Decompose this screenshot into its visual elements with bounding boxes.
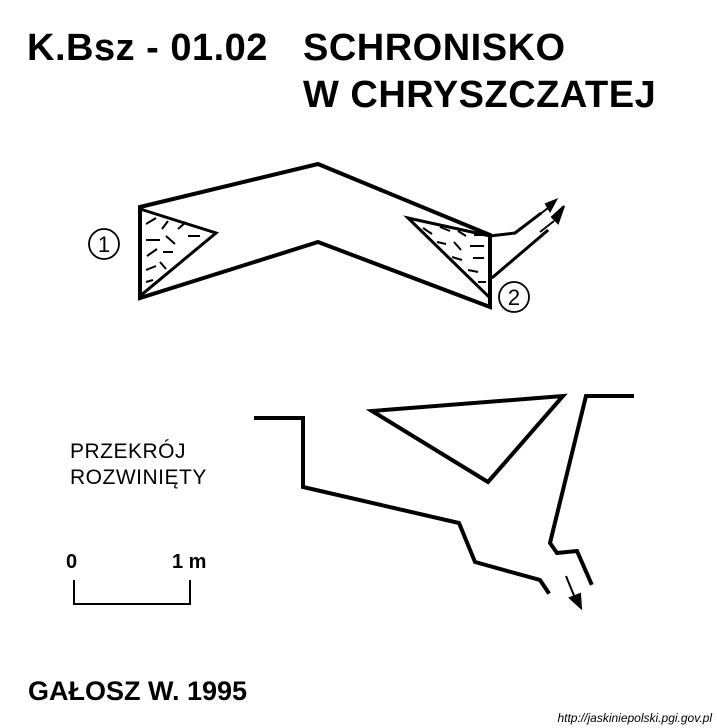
entrance-2-number: 2 [508,285,520,310]
section-label-line2: ROZWINIĘTY [70,466,207,489]
cave-name-line2: W CHRYSZCZATEJ [303,74,657,116]
scale-end-label: 1 m [172,551,207,573]
exit-arrow-plan [534,198,565,233]
entrance-2-fill [403,215,492,302]
cave-name-line1: SCHRONISKO [303,27,566,69]
scale-start-label: 0 [66,551,78,573]
exit-passage-lower [490,228,550,280]
section-niche [365,393,568,485]
entrance-1-number: 1 [98,232,110,257]
hatch-2 [422,226,486,283]
section-label-line1: PRZEKRÓJ [70,440,187,463]
exit-passage-upper [488,211,543,238]
source-url: http://jaskiniepolski.pgi.gov.pl [557,711,712,725]
cave-code: K.Bsz - 01.02 [27,27,268,69]
section-floor [254,416,551,595]
exit-arrow-section [565,575,583,611]
hatch-1 [145,217,200,283]
entrance-1-circle [88,228,120,260]
entrance-1-fill [138,206,220,300]
section-ceiling-right [547,394,634,586]
entrance-2-circle [498,281,530,313]
plan-outline [138,161,492,310]
scale-bar [73,580,191,605]
author-credit: GAŁOSZ W. 1995 [28,676,248,706]
